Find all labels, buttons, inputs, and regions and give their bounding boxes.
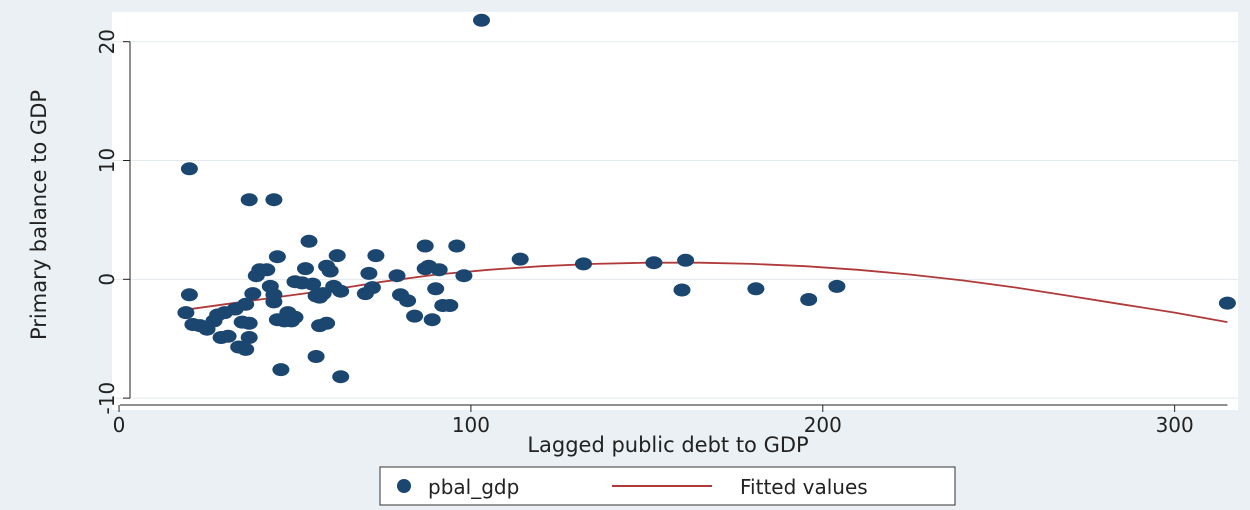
data-point bbox=[511, 252, 529, 266]
data-point bbox=[427, 282, 445, 296]
data-point bbox=[311, 319, 329, 333]
data-point bbox=[747, 282, 765, 296]
data-point bbox=[416, 239, 434, 253]
x-tick-label: 100 bbox=[452, 413, 490, 437]
data-point bbox=[332, 284, 350, 298]
data-point bbox=[423, 313, 441, 327]
data-point bbox=[240, 193, 258, 207]
data-point bbox=[363, 281, 381, 295]
x-tick-label: 300 bbox=[1156, 413, 1194, 437]
legend-marker-pbal-gdp bbox=[397, 479, 411, 493]
data-point bbox=[258, 263, 276, 277]
data-point bbox=[268, 250, 286, 264]
legend-label-fitted-values: Fitted values bbox=[740, 475, 868, 499]
data-point bbox=[328, 249, 346, 263]
data-point bbox=[240, 331, 258, 344]
data-point bbox=[399, 294, 417, 308]
data-point bbox=[645, 256, 663, 270]
x-tick-label: 0 bbox=[113, 413, 126, 437]
data-point bbox=[406, 309, 424, 323]
data-point bbox=[321, 264, 339, 278]
data-point bbox=[430, 263, 448, 277]
data-point bbox=[1218, 296, 1236, 310]
fitted-values-line bbox=[182, 261, 1228, 323]
data-point bbox=[219, 329, 237, 343]
data-point bbox=[265, 193, 283, 207]
data-point bbox=[332, 370, 350, 384]
data-point bbox=[673, 283, 691, 297]
y-tick-label: 10 bbox=[95, 148, 119, 173]
data-point bbox=[800, 293, 818, 306]
point-layer bbox=[177, 13, 1236, 384]
legend-label-pbal-gdp: pbal_gdp bbox=[428, 475, 519, 499]
data-point bbox=[441, 299, 459, 312]
data-point bbox=[388, 269, 406, 283]
data-point bbox=[265, 295, 283, 309]
data-point bbox=[575, 257, 592, 271]
data-point bbox=[177, 306, 195, 320]
data-point bbox=[304, 277, 322, 291]
data-point bbox=[244, 287, 262, 301]
plot-area bbox=[112, 12, 1238, 410]
y-tick-label: -10 bbox=[95, 382, 119, 415]
fit-line-layer bbox=[182, 261, 1228, 323]
data-point bbox=[240, 316, 258, 330]
data-point bbox=[307, 350, 325, 363]
data-point bbox=[300, 234, 318, 248]
legend: pbal_gdp Fitted values bbox=[379, 466, 956, 506]
x-axis-title: Lagged public debt to GDP bbox=[527, 433, 808, 457]
data-point bbox=[367, 249, 385, 263]
data-point bbox=[448, 239, 466, 253]
data-point bbox=[297, 262, 314, 276]
data-point bbox=[237, 342, 255, 356]
data-point bbox=[180, 288, 198, 302]
y-tick-label: 0 bbox=[95, 273, 119, 286]
data-point bbox=[677, 253, 695, 267]
y-axis-title: Primary balance to GDP bbox=[27, 90, 51, 340]
data-point bbox=[828, 279, 846, 293]
data-point bbox=[180, 162, 198, 176]
data-point bbox=[360, 266, 378, 280]
data-point bbox=[272, 363, 290, 377]
data-point bbox=[286, 310, 304, 324]
x-tick-label: 200 bbox=[804, 413, 842, 437]
data-point bbox=[237, 297, 255, 311]
y-tick-label: 20 bbox=[95, 29, 119, 54]
data-point bbox=[473, 13, 490, 27]
data-point bbox=[455, 269, 473, 283]
